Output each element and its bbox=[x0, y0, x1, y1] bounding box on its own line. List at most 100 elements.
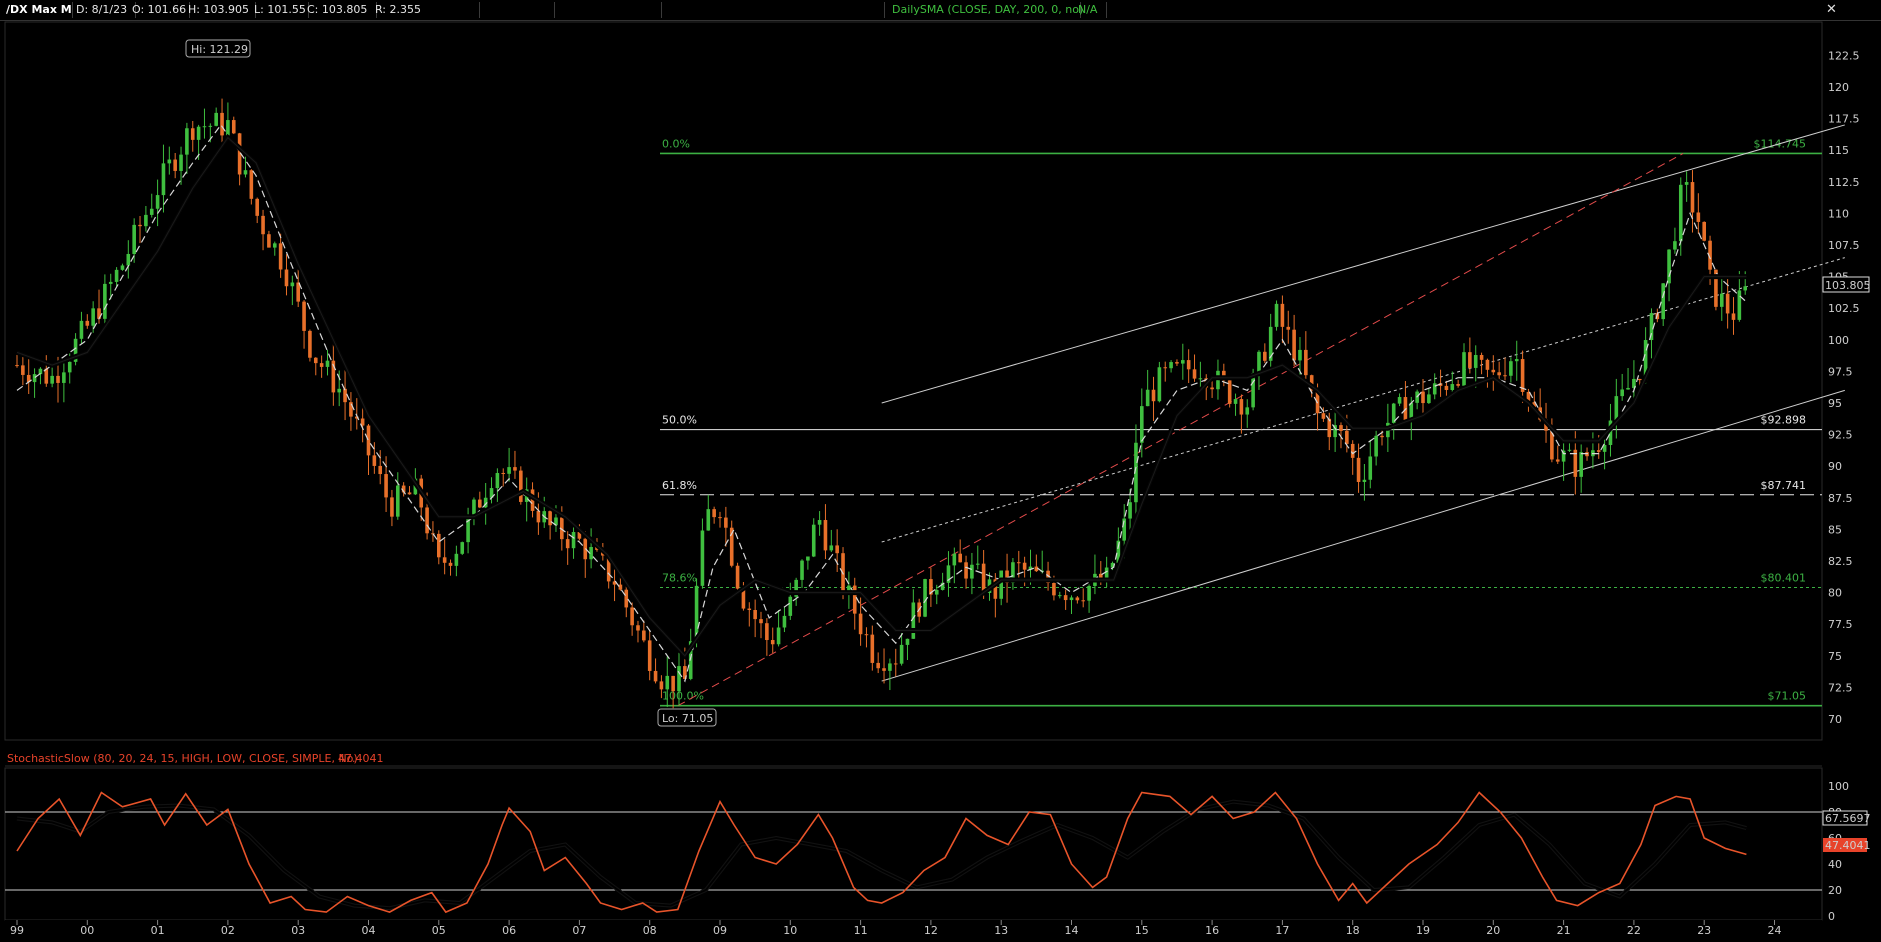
candle-down bbox=[536, 510, 541, 523]
candle-up bbox=[1667, 249, 1671, 284]
last-price-badge: 103.805 bbox=[1822, 276, 1871, 293]
candle-up bbox=[1397, 397, 1402, 404]
fib-level-label: 100.0% bbox=[662, 690, 704, 703]
candle-down bbox=[331, 360, 336, 393]
candle-down bbox=[929, 579, 933, 595]
candle-up bbox=[665, 675, 670, 690]
price-tick-label: 117.5 bbox=[1828, 113, 1860, 126]
close-icon[interactable]: ✕ bbox=[1826, 2, 1837, 17]
candle-down bbox=[647, 640, 652, 671]
candle-up bbox=[1257, 351, 1261, 374]
candle-down bbox=[401, 485, 406, 493]
candle-down bbox=[1192, 369, 1197, 379]
candle-up bbox=[73, 338, 78, 362]
sma-fast-line bbox=[16, 123, 1747, 683]
candle-down bbox=[981, 563, 986, 593]
candle-up bbox=[1737, 290, 1742, 320]
price-tick-label: 95 bbox=[1828, 397, 1842, 410]
candle-down bbox=[313, 357, 318, 364]
stoch-pane[interactable] bbox=[4, 767, 1823, 921]
price-axis[interactable]: 70 72.5 75 77.5 80 82.5 85 87.5 90 92.5 95 97.5 100 1… bbox=[1828, 49, 1860, 726]
candle-down bbox=[712, 509, 716, 518]
stoch-k-text: 47.4041 bbox=[1825, 839, 1871, 852]
candle-down bbox=[261, 215, 265, 235]
candle-up bbox=[1391, 403, 1396, 423]
open-label: O: 101.66 bbox=[128, 2, 190, 18]
candle-down bbox=[44, 368, 49, 384]
candle-down bbox=[1550, 430, 1554, 460]
study-label[interactable]: DailySMA (CLOSE, DAY, 200, 0, no) bbox=[888, 2, 1083, 18]
candle-down bbox=[653, 670, 658, 682]
candle-up bbox=[132, 224, 136, 254]
time-tick-label: 17 bbox=[1275, 924, 1289, 937]
candle-up bbox=[1409, 402, 1414, 421]
candle-up bbox=[899, 644, 904, 664]
time-axis[interactable]: 99 00 01 02 03 04 05 06 07 08 09 10 11 12 13 14 15 16 17 18… bbox=[10, 920, 1782, 937]
candle-down bbox=[1526, 391, 1531, 403]
price-tick-label: 100 bbox=[1828, 334, 1849, 347]
candle-down bbox=[1491, 369, 1496, 373]
candle-up bbox=[62, 372, 66, 383]
candle-up bbox=[161, 163, 166, 196]
candle-down bbox=[296, 282, 300, 302]
candle-up bbox=[202, 126, 207, 128]
candle-up bbox=[1274, 303, 1279, 327]
stoch-k-badge: 47.4041 bbox=[1823, 838, 1871, 852]
candle-up bbox=[1128, 502, 1132, 519]
candle-up bbox=[79, 320, 84, 339]
candle-down bbox=[372, 455, 377, 466]
candle-down bbox=[1350, 443, 1355, 458]
candle-up bbox=[1104, 567, 1109, 583]
candle-down bbox=[267, 234, 271, 248]
candle-down bbox=[437, 533, 441, 558]
fib-level-label: 61.8% bbox=[662, 479, 697, 492]
candle-up bbox=[1087, 585, 1091, 601]
candle-down bbox=[1227, 380, 1232, 404]
time-tick-label: 05 bbox=[432, 924, 446, 937]
candle-up bbox=[337, 388, 342, 393]
candle-up bbox=[952, 553, 957, 566]
time-tick-label: 10 bbox=[783, 924, 797, 937]
candle-up bbox=[1579, 452, 1583, 477]
candle-down bbox=[642, 630, 646, 641]
candle-down bbox=[85, 320, 90, 326]
candle-up bbox=[1145, 389, 1150, 407]
candle-down bbox=[753, 609, 757, 620]
time-tick-label: 12 bbox=[924, 924, 938, 937]
header-spacer-3 bbox=[656, 2, 885, 18]
candle-down bbox=[659, 681, 664, 690]
candle-up bbox=[1116, 540, 1121, 563]
candle-up bbox=[126, 253, 131, 266]
price-tick-label: 72.5 bbox=[1828, 681, 1853, 694]
moving-averages bbox=[16, 123, 1747, 683]
header-spacer-2 bbox=[553, 2, 662, 18]
candle-down bbox=[630, 607, 634, 626]
fib-price-label: $87.741 bbox=[1761, 479, 1807, 492]
candle-down bbox=[1456, 384, 1460, 386]
candle-up bbox=[1169, 362, 1173, 369]
candle-down bbox=[1690, 182, 1695, 213]
time-tick-label: 06 bbox=[502, 924, 516, 937]
candle-down bbox=[1485, 359, 1490, 370]
candle-down bbox=[1151, 389, 1156, 402]
chart-header: /DX Max M D: 8/1/23 O: 101.66 H: 103.905… bbox=[0, 0, 1881, 21]
candle-down bbox=[671, 675, 675, 692]
candle-down bbox=[993, 579, 998, 599]
candle-down bbox=[1321, 413, 1326, 419]
candle-down bbox=[1421, 391, 1425, 404]
candle-down bbox=[870, 634, 875, 663]
candle-up bbox=[923, 579, 927, 617]
candle-up bbox=[290, 282, 295, 287]
candle-down bbox=[893, 663, 898, 665]
candle-up bbox=[91, 308, 95, 326]
fib-price-label: $80.401 bbox=[1761, 572, 1807, 585]
time-tick-label: 24 bbox=[1768, 924, 1782, 937]
candle-up bbox=[589, 546, 593, 560]
candle-down bbox=[302, 301, 306, 331]
lo-callout: Lo: 71.05 bbox=[657, 708, 717, 727]
candle-up bbox=[1649, 313, 1654, 341]
symbol-label[interactable]: /DX Max M bbox=[2, 2, 73, 18]
candle-down bbox=[220, 112, 224, 136]
time-tick-label: 23 bbox=[1697, 924, 1711, 937]
candle-down bbox=[513, 467, 517, 471]
